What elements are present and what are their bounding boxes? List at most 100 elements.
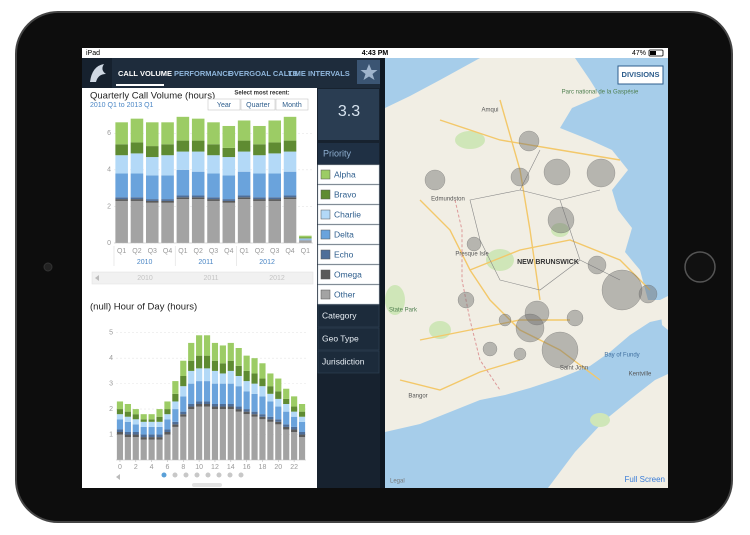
bar-segment bbox=[188, 360, 195, 371]
bar-segment bbox=[275, 406, 282, 420]
map-bubble[interactable] bbox=[457, 291, 475, 309]
map-bubble[interactable] bbox=[424, 169, 446, 191]
x-tick-label: Q2 bbox=[194, 248, 203, 255]
map-bubble[interactable] bbox=[482, 341, 498, 357]
bar-segment bbox=[188, 404, 195, 407]
bar-segment bbox=[291, 411, 298, 417]
map-bubble[interactable] bbox=[524, 300, 550, 326]
bar-segment bbox=[253, 200, 266, 243]
bar-segment bbox=[227, 383, 234, 404]
chart-subtitle: 2010 Q1 to 2013 Q1 bbox=[90, 102, 154, 109]
bar-segment bbox=[283, 140, 297, 152]
bar-segment bbox=[124, 437, 131, 460]
page-dot[interactable] bbox=[227, 472, 233, 478]
priority-item[interactable] bbox=[317, 204, 380, 225]
bar-segment bbox=[196, 335, 203, 356]
priority-item[interactable] bbox=[317, 164, 380, 185]
legal-link[interactable]: Legal bbox=[390, 479, 405, 485]
map-bubble[interactable] bbox=[541, 331, 579, 369]
bar-segment bbox=[259, 378, 266, 387]
page-dot[interactable] bbox=[216, 472, 222, 478]
bar-segment bbox=[275, 391, 282, 399]
map-bubble[interactable] bbox=[518, 130, 540, 152]
page-dot[interactable] bbox=[194, 472, 200, 478]
bar-segment bbox=[227, 404, 234, 407]
nav-tab[interactable]: TIME INTERVALS bbox=[288, 69, 350, 78]
bar-segment bbox=[188, 406, 195, 410]
year-label: 2010 bbox=[137, 259, 153, 266]
bar-segment bbox=[176, 151, 190, 170]
bar-segment bbox=[298, 432, 306, 435]
bar-segment bbox=[156, 437, 163, 440]
priority-item[interactable] bbox=[317, 184, 380, 205]
bar-segment bbox=[211, 370, 219, 384]
priority-swatch bbox=[320, 229, 331, 240]
bar-segment bbox=[268, 142, 282, 154]
bar-segment bbox=[235, 411, 242, 460]
bar-segment bbox=[156, 421, 163, 427]
map-bubble[interactable] bbox=[513, 347, 527, 361]
bar-segment bbox=[243, 355, 250, 371]
bar-segment bbox=[116, 434, 124, 460]
filter-item[interactable] bbox=[317, 304, 380, 328]
x-tick-label: Q4 bbox=[224, 248, 233, 255]
time-scroller[interactable] bbox=[91, 271, 314, 285]
map-bubble[interactable] bbox=[586, 158, 616, 188]
chart-title: Quarterly Call Volume (hours) bbox=[90, 91, 215, 102]
map-bubble[interactable] bbox=[566, 309, 584, 327]
scroll-left-arrow[interactable] bbox=[116, 474, 120, 480]
chart-title: (null) Hour of Day (hours) bbox=[90, 302, 197, 313]
bar-segment bbox=[267, 373, 274, 387]
priority-item[interactable] bbox=[317, 224, 380, 245]
period-button-label: Year bbox=[217, 102, 232, 109]
y-tick-label: 4 bbox=[109, 355, 113, 362]
map-bubble[interactable] bbox=[547, 206, 575, 234]
filter-label: Geo Type bbox=[322, 333, 359, 343]
bar-segment bbox=[283, 411, 290, 425]
period-button[interactable] bbox=[240, 98, 276, 111]
nav-tab[interactable]: OVERGOAL CALLS bbox=[228, 69, 298, 78]
full-screen-link[interactable]: Full Screen bbox=[625, 475, 665, 484]
water bbox=[560, 58, 668, 300]
divisions-button-label: DIVISIONS bbox=[622, 70, 660, 79]
status-device: iPad bbox=[86, 50, 100, 57]
park-area bbox=[551, 223, 569, 237]
home-button[interactable] bbox=[684, 251, 716, 283]
page-dot[interactable] bbox=[172, 472, 178, 478]
map-bubble[interactable] bbox=[515, 313, 545, 343]
period-button[interactable] bbox=[207, 98, 241, 111]
filter-item[interactable] bbox=[317, 350, 380, 374]
page-dot[interactable] bbox=[183, 472, 189, 478]
priority-item[interactable] bbox=[317, 244, 380, 265]
map-bubble[interactable] bbox=[510, 167, 530, 187]
bar-segment bbox=[203, 368, 211, 382]
map-bubble[interactable] bbox=[601, 269, 643, 311]
scroll-left-arrow[interactable] bbox=[95, 275, 99, 281]
period-button[interactable] bbox=[275, 98, 309, 111]
bar-segment bbox=[164, 419, 171, 430]
bar-segment bbox=[283, 195, 297, 198]
map-bubble[interactable] bbox=[638, 284, 658, 304]
priority-item[interactable] bbox=[317, 284, 380, 305]
nav-tab[interactable]: CALL VOLUME bbox=[118, 69, 172, 78]
bar-segment bbox=[132, 434, 139, 438]
priority-item[interactable] bbox=[317, 264, 380, 285]
page-dot[interactable] bbox=[205, 472, 211, 478]
priority-swatch bbox=[320, 209, 331, 220]
map-bubble[interactable] bbox=[543, 158, 571, 186]
y-tick-label: 2 bbox=[109, 406, 113, 413]
map-bubble[interactable] bbox=[466, 236, 482, 252]
bar-segment bbox=[251, 411, 258, 415]
page-dot[interactable] bbox=[238, 472, 244, 478]
bar-segment bbox=[115, 197, 128, 200]
filter-item[interactable] bbox=[317, 327, 380, 351]
bar-segment bbox=[267, 419, 274, 422]
map-bubble[interactable] bbox=[587, 255, 607, 275]
page-dot[interactable] bbox=[161, 472, 167, 478]
divisions-button[interactable] bbox=[617, 65, 664, 85]
bar-segment bbox=[298, 434, 306, 438]
map-bubble[interactable] bbox=[498, 313, 512, 327]
nav-tab[interactable]: PERFORMANCE bbox=[174, 69, 233, 78]
bar-segment bbox=[211, 404, 219, 407]
bar-segment bbox=[267, 416, 274, 420]
